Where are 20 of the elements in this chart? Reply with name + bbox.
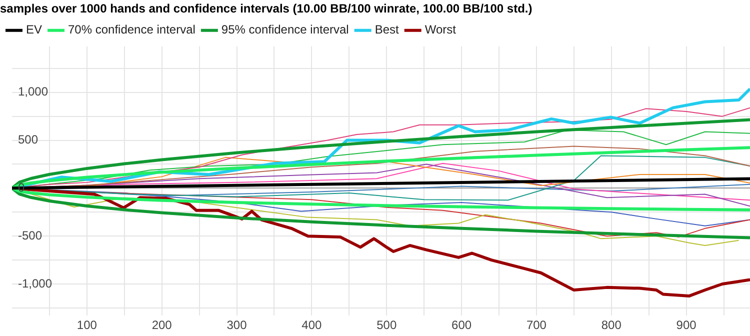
- x-tick-label: 400: [302, 318, 322, 332]
- y-tick-label: 500: [18, 132, 38, 147]
- y-tick-label: -500: [18, 228, 42, 242]
- y-tick-label: 0: [18, 180, 25, 194]
- x-tick-label: 600: [452, 318, 472, 332]
- legend-label: Worst: [424, 22, 457, 37]
- x-tick-label: 100: [76, 318, 98, 332]
- legend-label: 70% confidence interval: [68, 22, 196, 37]
- x-tick-label: 200: [152, 318, 172, 332]
- chart-title: samples over 1000 hands and confidence intervals (10.00 BB/100 winrate, 100.00 BB/100 std.): [0, 2, 532, 16]
- x-tick-label: 800: [601, 318, 622, 332]
- x-tick-label: 900: [676, 318, 697, 332]
- y-tick-label: 1,000: [18, 84, 48, 99]
- legend-label: Best: [374, 22, 400, 37]
- legend-label: 95% confidence interval: [221, 22, 349, 37]
- x-tick-label: 700: [526, 318, 547, 332]
- x-tick-label: 300: [226, 318, 248, 332]
- x-tick-label: 500: [376, 318, 397, 332]
- legend-label: EV: [26, 22, 42, 37]
- y-tick-label: -1,000: [18, 276, 52, 290]
